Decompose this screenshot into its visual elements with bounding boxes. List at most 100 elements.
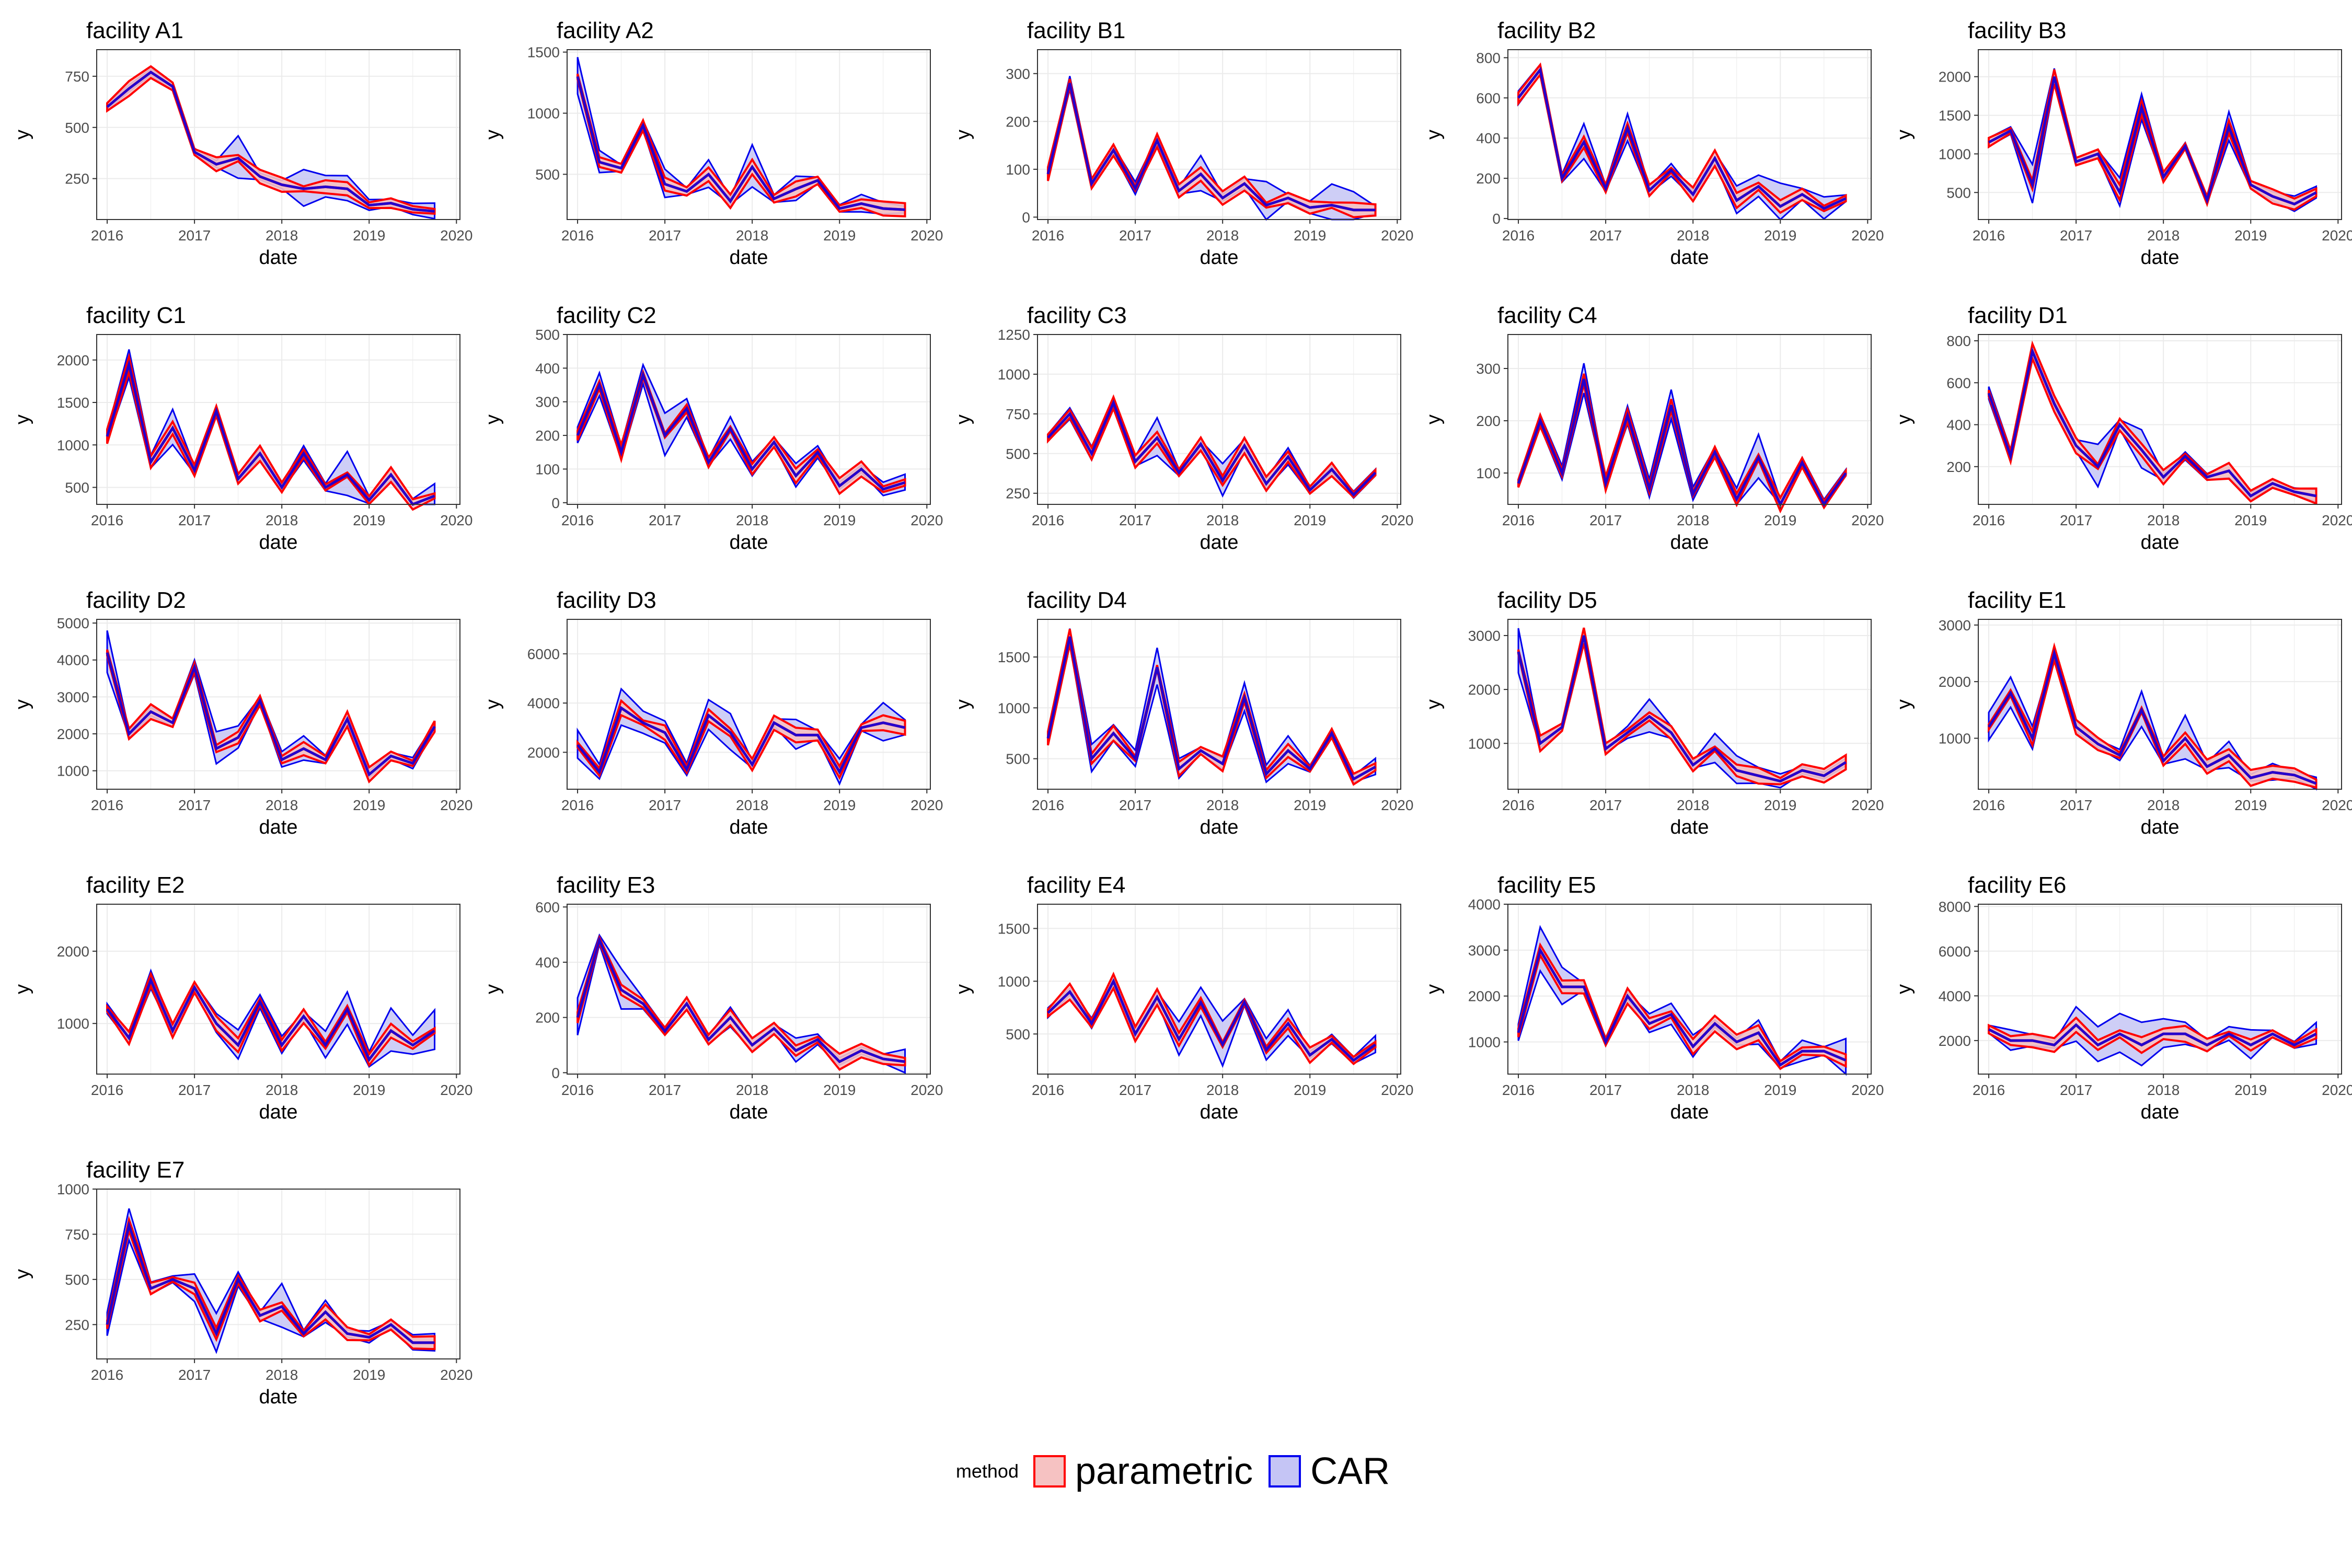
x-tick-label: 2019 (1764, 227, 1796, 244)
x-tick-label: 2018 (1206, 797, 1239, 813)
y-tick-label: 500 (65, 120, 89, 136)
x-tick-label: 2017 (1589, 1082, 1622, 1098)
y-tick-label: 500 (1006, 446, 1030, 462)
y-tick-label: 400 (535, 360, 560, 376)
legend-key-car (1269, 1455, 1301, 1488)
x-tick-label: 2016 (561, 512, 594, 528)
y-axis-title: y (1893, 699, 1915, 709)
x-tick-label: 2018 (2147, 512, 2180, 528)
x-tick-label: 2020 (440, 227, 472, 244)
x-tick-label: 2017 (649, 1082, 681, 1098)
panel-title: facility C1 (86, 303, 186, 328)
y-axis-title: y (11, 699, 33, 709)
x-tick-label: 2020 (1851, 797, 1884, 813)
panel-title: facility E2 (86, 872, 185, 898)
y-tick-label: 300 (535, 394, 560, 410)
x-tick-label: 2016 (561, 227, 594, 244)
y-tick-label: 1000 (998, 366, 1030, 383)
car-line (1988, 76, 2317, 206)
parametric-band (1517, 942, 1847, 1070)
y-tick-label: 300 (1476, 361, 1501, 377)
panel-facility-e3: facility E3 0 200 400 600 2016 2017 2018 2019 202… (482, 872, 943, 1123)
car-line (1046, 636, 1376, 781)
y-tick-label: 0 (1022, 209, 1030, 225)
y-tick-label: 6000 (1939, 943, 1971, 960)
x-tick-label: 2020 (440, 1367, 472, 1383)
panel-facility-e4: facility E4 500 1000 1500 2016 2017 2018 2019 20… (952, 872, 1413, 1123)
y-tick-label: 500 (535, 166, 560, 182)
y-tick-label: 500 (535, 327, 560, 343)
y-tick-label: 1500 (57, 395, 89, 411)
y-tick-label: 2000 (1468, 682, 1501, 698)
x-tick-label: 2019 (823, 1082, 856, 1098)
x-tick-label: 2017 (2060, 797, 2092, 813)
y-axis-title: y (952, 414, 974, 424)
x-tick-label: 2019 (1764, 797, 1796, 813)
x-tick-label: 2020 (1851, 512, 1884, 528)
panel-facility-a2: facility A2 500 1000 1500 2016 2017 2018 2019 20… (482, 18, 943, 269)
x-tick-label: 2020 (1381, 1082, 1413, 1098)
y-tick-label: 1250 (998, 327, 1030, 343)
x-tick-label: 2019 (1294, 1082, 1326, 1098)
panel-border (96, 334, 460, 505)
y-tick-label: 0 (551, 1065, 560, 1081)
x-tick-label: 2016 (1502, 1082, 1535, 1098)
y-axis-title: y (952, 984, 974, 994)
y-tick-label: 200 (535, 1010, 560, 1026)
y-tick-label: 1000 (57, 1016, 89, 1032)
x-tick-label: 2018 (736, 512, 768, 528)
x-tick-label: 2016 (1973, 1082, 2005, 1098)
y-axis-title: y (11, 130, 33, 140)
x-tick-label: 2016 (91, 1082, 123, 1098)
panel-border (96, 619, 460, 790)
y-tick-label: 8000 (1939, 898, 1971, 915)
x-axis-title: date (259, 816, 298, 838)
panel-title: facility A2 (557, 18, 654, 43)
y-tick-label: 250 (1006, 486, 1030, 502)
x-tick-label: 2017 (178, 1367, 211, 1383)
parametric-band (1517, 627, 1847, 786)
y-tick-label: 200 (1006, 113, 1030, 130)
parametric-band (1517, 62, 1847, 214)
legend: method parametric CAR (0, 1450, 2352, 1492)
x-tick-label: 2020 (910, 227, 943, 244)
y-tick-label: 750 (1006, 406, 1030, 422)
panel-border (1507, 334, 1872, 505)
y-tick-label: 2000 (1939, 1033, 1971, 1049)
car-line (1517, 635, 1847, 783)
parametric-band (106, 352, 436, 511)
panel-title: facility D4 (1027, 587, 1127, 613)
x-tick-label: 2019 (1294, 512, 1326, 528)
y-tick-label: 1000 (1939, 146, 1971, 162)
y-tick-label: 1500 (1939, 108, 1971, 124)
x-tick-label: 2019 (2234, 512, 2267, 528)
x-axis-title: date (1670, 816, 1709, 838)
x-tick-label: 2020 (910, 797, 943, 813)
x-axis-title: date (2141, 247, 2180, 269)
parametric-band (106, 65, 436, 215)
panel-border (1507, 904, 1872, 1075)
y-tick-label: 250 (65, 171, 89, 187)
panel-facility-d5: facility D5 1000 2000 3000 2016 2017 2018 2019 2… (1423, 587, 1884, 838)
car-line (1047, 399, 1377, 497)
car-line (106, 976, 435, 1063)
y-tick-label: 4000 (1939, 988, 1971, 1004)
y-tick-label: 500 (1006, 1026, 1030, 1042)
panel-border (1037, 904, 1401, 1075)
x-tick-label: 2017 (178, 1082, 211, 1098)
y-axis-title: y (1893, 414, 1915, 424)
panel-facility-e6: facility E6 2000 4000 6000 8000 2016 2017 2018 2… (1893, 872, 2352, 1123)
panel-facility-b3: facility B3 500 1000 1500 2000 2016 2017 2018 20… (1893, 18, 2352, 269)
y-tick-label: 2000 (1939, 674, 1971, 690)
car-line (576, 76, 905, 211)
panel-title: facility A1 (86, 18, 183, 43)
x-tick-label: 2019 (1294, 227, 1326, 244)
x-tick-label: 2016 (1973, 512, 2005, 528)
panel-border (1507, 619, 1872, 790)
panel-border (567, 334, 931, 505)
panel-title: facility B2 (1497, 18, 1596, 43)
x-tick-label: 2020 (1381, 797, 1413, 813)
x-tick-label: 2016 (91, 512, 123, 528)
y-tick-label: 200 (1476, 170, 1501, 187)
car-line (576, 936, 905, 1064)
